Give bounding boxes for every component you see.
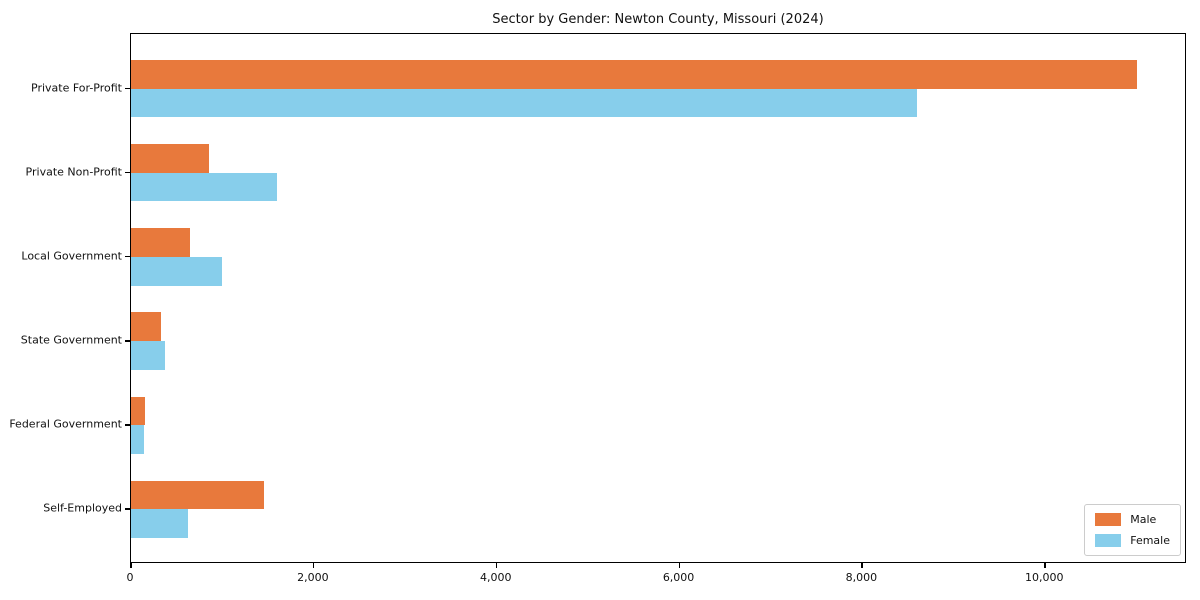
y-tick-label-private-for-profit: Private For-Profit — [31, 81, 122, 95]
x-tick-label-0: 0 — [126, 571, 134, 584]
legend-label-male: Male — [1130, 513, 1157, 526]
x-tick-label-4-000: 4,000 — [479, 571, 512, 584]
bar-female-local-government — [131, 256, 222, 286]
bar-female-private-non-profit — [131, 172, 278, 202]
x-tick-label-6-000: 6,000 — [662, 571, 695, 584]
legend-entry-male: Male — [1095, 513, 1170, 526]
bar-female-federal-government — [131, 425, 144, 454]
legend-entry-female: Female — [1095, 534, 1170, 547]
y-tick-self-employed — [125, 508, 130, 510]
y-tick-private-for-profit — [125, 87, 130, 90]
bar-female-private-for-profit — [131, 88, 918, 118]
bar-male-private-non-profit — [131, 144, 209, 173]
bar-male-self-employed — [131, 480, 264, 510]
y-tick-label-state-government: State Government — [20, 333, 122, 347]
x-tick-8-000 — [861, 563, 863, 568]
y-tick-state-government — [125, 340, 130, 342]
y-tick-private-non-profit — [125, 171, 130, 174]
plot-area — [130, 33, 1186, 563]
x-tick-label-8-000: 8,000 — [845, 571, 878, 584]
legend-label-female: Female — [1130, 534, 1170, 547]
bar-male-private-for-profit — [131, 60, 1137, 89]
legend-swatch-female — [1095, 534, 1122, 547]
bar-male-local-government — [131, 228, 190, 257]
y-tick-local-government — [125, 255, 130, 258]
x-tick-label-2-000: 2,000 — [297, 571, 329, 584]
y-tick-label-federal-government: Federal Government — [9, 417, 122, 431]
y-tick-label-self-employed: Self-Employed — [43, 501, 122, 515]
x-tick-0 — [130, 563, 132, 568]
y-tick-label-private-non-profit: Private Non-Profit — [25, 165, 122, 179]
bar-female-state-government — [131, 341, 165, 370]
bar-female-self-employed — [131, 509, 188, 538]
y-tick-label-local-government: Local Government — [21, 249, 122, 263]
chart-title: Sector by Gender: Newton County, Missour… — [492, 12, 824, 27]
x-tick-6-000 — [678, 563, 681, 568]
x-tick-10-000 — [1044, 563, 1046, 568]
x-tick-4-000 — [495, 563, 498, 568]
y-tick-federal-government — [125, 424, 130, 426]
bar-male-federal-government — [131, 396, 145, 426]
legend: Male Female — [1084, 504, 1181, 556]
x-tick-2-000 — [312, 563, 315, 568]
legend-swatch-male — [1095, 513, 1122, 526]
bar-male-state-government — [131, 312, 162, 342]
x-tick-label-10-000: 10,000 — [1025, 571, 1064, 584]
